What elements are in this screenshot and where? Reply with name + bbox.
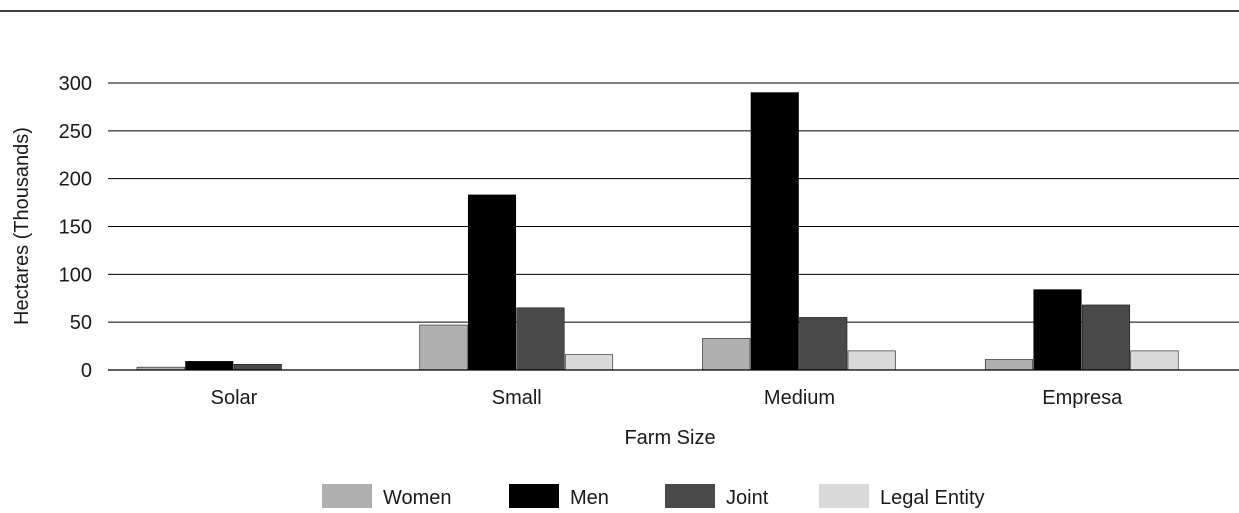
bar-men [467,194,517,371]
y-axis-title: Hectares (Thousands) [11,127,33,325]
legend-label: Women [383,487,452,508]
bar-joint [799,317,848,371]
x-axis-title: Farm Size [624,427,715,449]
legend-swatch-women [322,484,372,508]
bar-legal-entity [847,350,896,371]
y-tick-label: 150 [59,217,92,239]
x-tick-label: Solar [211,387,258,409]
bar-men [1033,289,1082,371]
bar-joint [1081,304,1131,371]
y-tick-label: 0 [81,360,92,382]
legend-swatch-men [509,484,559,508]
bar-women [419,324,468,371]
bar-women [702,338,751,371]
x-tick-label: Medium [764,387,835,409]
bars [136,92,1179,371]
bar-men [750,92,799,371]
legend-swatch-joint [665,484,715,508]
legend: Women Men Joint Legal Entity [322,484,985,509]
legend-label: Men [570,487,609,508]
axes: 0 50 100 150 200 250 300 Solar Small Medium Empres… [59,73,1239,409]
legend-label: Legal Entity [880,487,985,508]
gridlines [108,82,1239,323]
bar-men [185,361,234,371]
bar-women [984,359,1034,371]
x-tick-label: Small [492,387,542,409]
legend-swatch-legal-entity [819,484,869,508]
y-tick-label: 100 [59,264,92,286]
y-tick-label: 300 [59,73,92,95]
bar-legal-entity [1130,350,1179,371]
bar-joint [516,307,565,371]
y-tick-label: 200 [59,169,92,191]
y-tick-label: 50 [70,312,92,334]
bar-legal-entity [564,354,614,371]
bar-joint [233,363,282,371]
legend-label: Joint [726,487,769,508]
x-tick-label: Empresa [1042,387,1123,409]
y-tick-label: 250 [59,121,92,143]
